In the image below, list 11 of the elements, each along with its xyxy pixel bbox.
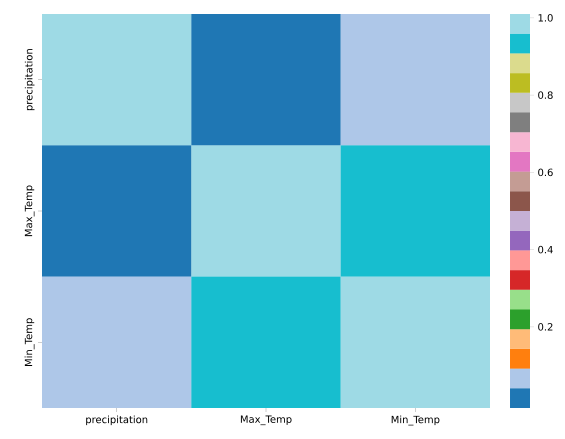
x-tick-label: Min_Temp (392, 416, 440, 426)
color-bar-label: 0.4 (538, 246, 553, 254)
y-tick-label: Max_Temp (24, 185, 34, 236)
color-bar-label: 0.6 (538, 168, 553, 176)
y-tick-label: precipitation (24, 49, 34, 110)
color-bar-label: 1.0 (538, 14, 553, 22)
color-bar-label: 0.8 (538, 91, 553, 99)
x-tick-label: precipitation (86, 416, 148, 426)
color-bar-label: 0.2 (538, 323, 552, 331)
x-tick-label: Max_Temp (240, 416, 292, 426)
y-tick-label: Min_Temp (24, 318, 34, 366)
